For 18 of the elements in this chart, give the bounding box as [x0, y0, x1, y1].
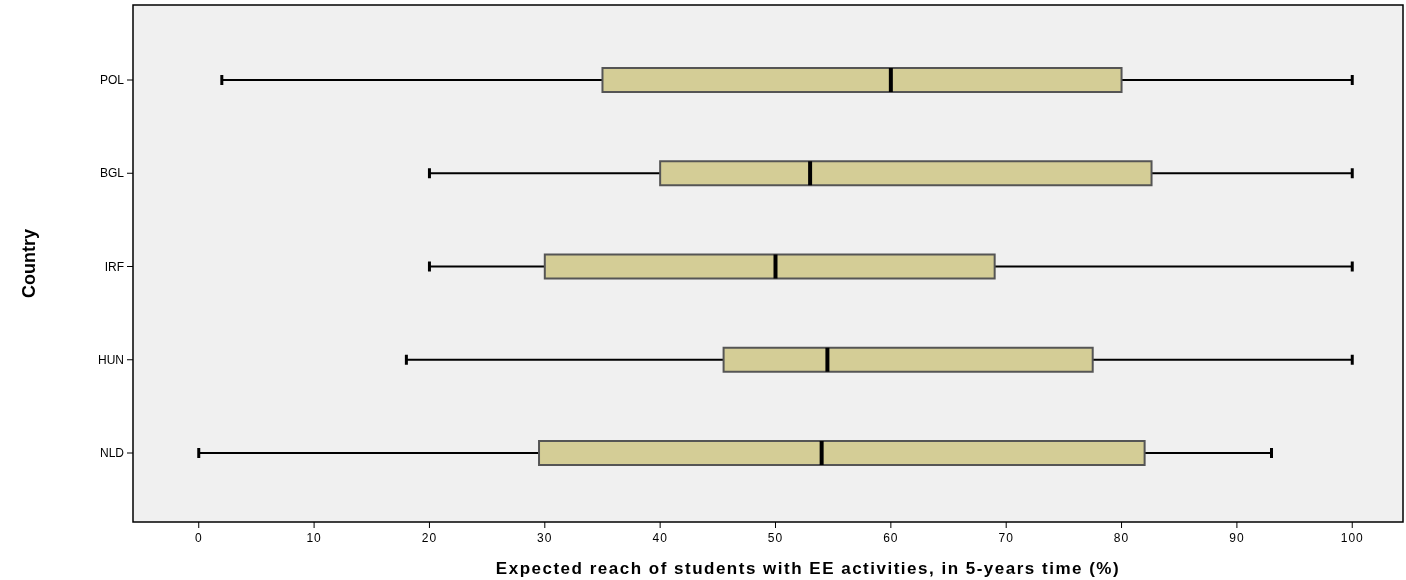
y-tick-label: HUN	[98, 352, 124, 367]
x-tick-label: 40	[652, 531, 668, 545]
x-tick-label: 50	[767, 531, 784, 545]
y-tick-label: POL	[99, 73, 125, 87]
x-tick-label: 60	[883, 531, 899, 545]
x-tick-label: 10	[306, 531, 322, 545]
y-tick-label: IRF	[104, 259, 124, 274]
x-axis-title: Expected reach of students with EE activities, in 5-years time (%)	[495, 559, 1121, 578]
y-tick-label: NLD	[99, 446, 125, 460]
x-tick-label: 20	[421, 531, 438, 545]
x-tick-label: 100	[1340, 531, 1364, 545]
x-tick-label: 0	[194, 531, 203, 545]
x-tick-label: 80	[1113, 531, 1130, 545]
y-axis-title: Country	[19, 229, 39, 298]
x-tick-label: 90	[1229, 531, 1245, 545]
x-tick-label: 70	[998, 531, 1014, 545]
y-tick-label: BGL	[99, 166, 125, 181]
x-tick-label: 30	[537, 531, 553, 545]
